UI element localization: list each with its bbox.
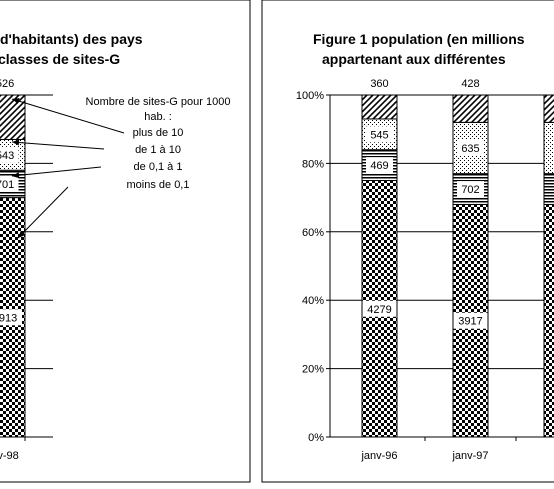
right-data-label-bg xyxy=(366,157,393,174)
annotation-arrows xyxy=(11,98,125,239)
right-ytick-label: 40% xyxy=(302,295,324,307)
left-data-label-bg xyxy=(0,175,19,192)
right-data-label-bg xyxy=(362,300,397,317)
right-category-label: janv-97 xyxy=(451,450,488,462)
annotation-arrowhead xyxy=(12,172,20,179)
left-data-label-bg xyxy=(0,309,22,326)
left-chart-frame xyxy=(0,0,251,483)
right-bar-segment xyxy=(543,121,554,175)
right-data-label-bg xyxy=(366,126,393,143)
annotation-arrowhead xyxy=(12,98,20,104)
left-data-label: 701 xyxy=(0,179,14,191)
right-data-label: 469 xyxy=(370,160,388,172)
right-bar-segment xyxy=(543,173,554,205)
right-ytick-label: 100% xyxy=(296,90,324,102)
right-ytick-label: 80% xyxy=(302,158,324,170)
right-ytick-label: 60% xyxy=(302,227,324,239)
left-data-label: 543 xyxy=(0,150,14,162)
right-data-label: 635 xyxy=(461,143,479,155)
left-title-line-2: classes de sites-G xyxy=(0,51,120,67)
right-title-line-2: appartenant aux différentes xyxy=(322,51,506,67)
right-category-label: janv-96 xyxy=(360,450,397,462)
annotation-arrow-line xyxy=(17,186,69,239)
annotation-item-3: de 0,1 à 1 xyxy=(134,161,183,173)
right-total-label: 428 xyxy=(461,78,479,90)
left-data-label-bg xyxy=(0,146,19,163)
right-data-label: 545 xyxy=(370,129,388,141)
right-plot-area: 0% 20% 40% 60% 80% 100% 4279 469 545 360 janv-96 39… xyxy=(296,78,554,462)
right-data-label-bg xyxy=(457,181,484,198)
right-bar-segment xyxy=(452,94,489,123)
annotation-arrow-line xyxy=(11,166,102,177)
right-bar-segment xyxy=(543,203,554,438)
left-category-label: nv-98 xyxy=(0,450,19,462)
left-bar-segment xyxy=(0,94,26,140)
annotation-arrowhead xyxy=(18,230,26,238)
right-ytick-label: 20% xyxy=(302,364,324,376)
left-plot-area: 3913 701 543 526 nv-98 xyxy=(0,78,53,462)
annotation-header-line-1: Nombre de sites-G pour 1000 xyxy=(86,96,231,108)
right-data-label-bg xyxy=(457,140,484,157)
right-data-label-bg xyxy=(453,312,488,329)
right-total-label: 360 xyxy=(370,78,388,90)
annotation-item-2: de 1 à 10 xyxy=(135,144,181,156)
annotation-header-line-2: hab. : xyxy=(144,111,172,123)
left-total-label: 526 xyxy=(0,78,14,90)
right-ytick-label: 0% xyxy=(308,432,324,444)
right-data-label: 3917 xyxy=(458,316,482,328)
annotation-item-4: moins de 0,1 xyxy=(127,179,190,191)
annotation-item-1: plus de 10 xyxy=(133,127,184,139)
right-title-line-1: Figure 1 population (en millions xyxy=(313,31,525,47)
right-bar-segment xyxy=(361,94,398,120)
annotation-arrowhead xyxy=(12,139,20,146)
right-bar-segment xyxy=(543,94,554,123)
left-data-label: 3913 xyxy=(0,312,17,324)
right-data-label: 702 xyxy=(461,184,479,196)
annotation-arrow-line xyxy=(11,141,105,150)
right-data-label: 4279 xyxy=(367,304,391,316)
right-chart-frame xyxy=(261,0,554,483)
annotation-arrow-line xyxy=(11,98,125,134)
left-title-line-1: d'habitants) des pays xyxy=(0,31,143,47)
